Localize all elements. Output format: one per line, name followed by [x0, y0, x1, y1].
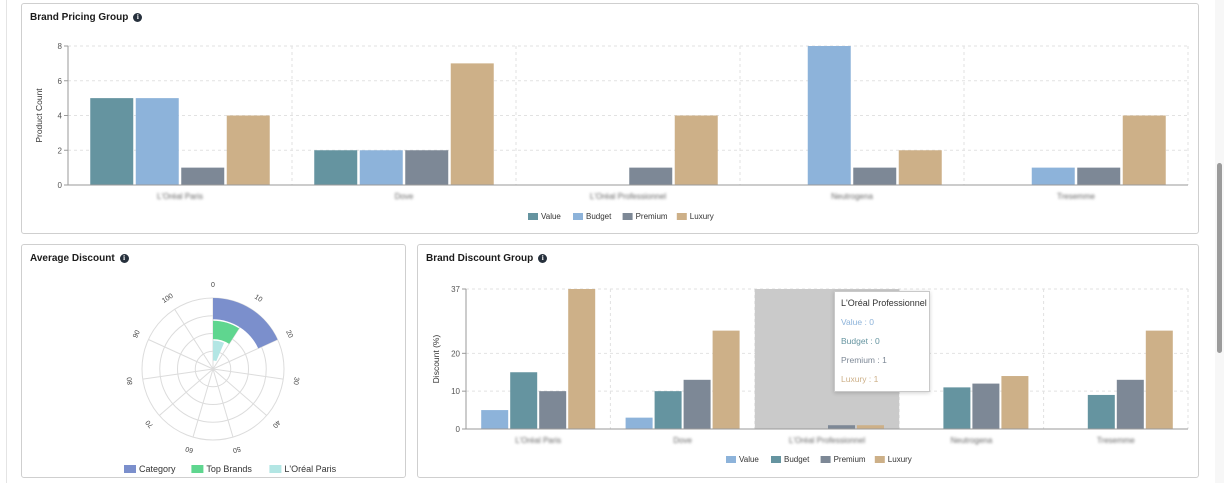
tooltip-premium: Premium : 1 [841, 355, 887, 365]
info-icon[interactable]: i [538, 254, 548, 263]
info-icon[interactable]: i [119, 254, 129, 263]
chart-tooltip: L'Oréal Professionnel Value : 0 Budget :… [834, 291, 930, 392]
info-icon[interactable]: i [133, 13, 143, 22]
tooltip-value: Value : 0 [841, 317, 874, 327]
brand-discount-title: Brand Discount Group [426, 253, 534, 264]
brand-discount-title-row: Brand Discount Group i [426, 253, 548, 264]
page-left-border [6, 0, 7, 483]
average-discount-title-row: Average Discount i [30, 253, 129, 264]
tooltip-luxury: Luxury : 1 [841, 374, 879, 384]
tooltip-title: L'Oréal Professionnel [841, 298, 927, 308]
brand-pricing-title-row: Brand Pricing Group i [30, 12, 143, 23]
scrollbar-thumb[interactable] [1217, 163, 1222, 353]
brand-discount-panel: Brand Discount Group i [417, 244, 1199, 478]
tooltip-budget: Budget : 0 [841, 336, 880, 346]
brand-pricing-panel: Brand Pricing Group i [21, 3, 1199, 234]
average-discount-panel: Average Discount i [21, 244, 406, 478]
average-discount-title: Average Discount [30, 253, 115, 264]
brand-pricing-title: Brand Pricing Group [30, 12, 129, 23]
